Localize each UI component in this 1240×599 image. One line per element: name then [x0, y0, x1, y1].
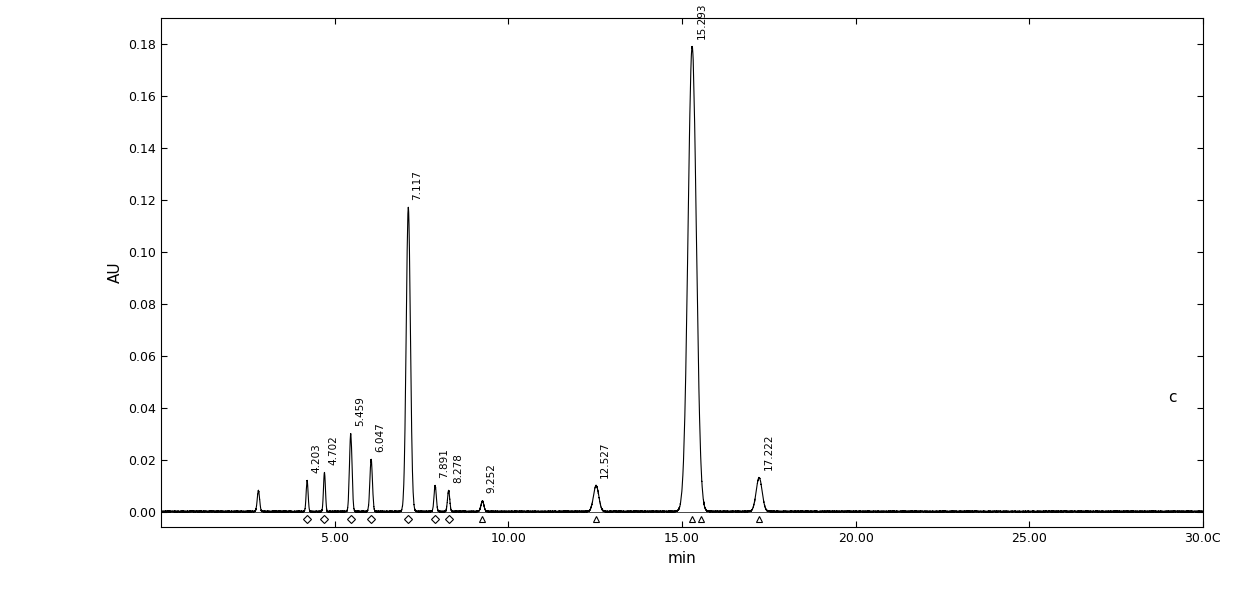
Text: c: c: [1168, 391, 1177, 406]
Text: 7.117: 7.117: [413, 170, 423, 200]
Text: 8.278: 8.278: [453, 453, 463, 483]
Text: 5.459: 5.459: [355, 396, 365, 426]
Text: 4.203: 4.203: [311, 443, 321, 473]
X-axis label: min: min: [667, 550, 697, 565]
Text: 15.293: 15.293: [697, 2, 707, 39]
Text: 12.527: 12.527: [600, 441, 610, 478]
Y-axis label: AU: AU: [108, 262, 123, 283]
Text: 7.891: 7.891: [439, 448, 449, 478]
Text: 9.252: 9.252: [486, 464, 496, 494]
Text: 4.702: 4.702: [329, 435, 339, 465]
Text: 6.047: 6.047: [376, 422, 386, 452]
Text: 17.222: 17.222: [764, 434, 774, 470]
